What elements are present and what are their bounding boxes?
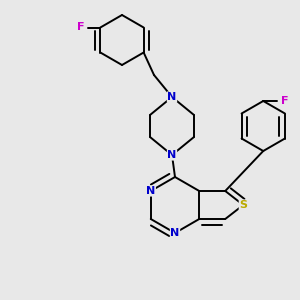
Text: N: N (170, 228, 180, 238)
Text: N: N (167, 92, 177, 102)
Text: S: S (239, 200, 247, 210)
Text: N: N (146, 186, 155, 196)
Text: F: F (76, 22, 84, 32)
Text: F: F (281, 96, 289, 106)
Text: N: N (167, 150, 177, 160)
